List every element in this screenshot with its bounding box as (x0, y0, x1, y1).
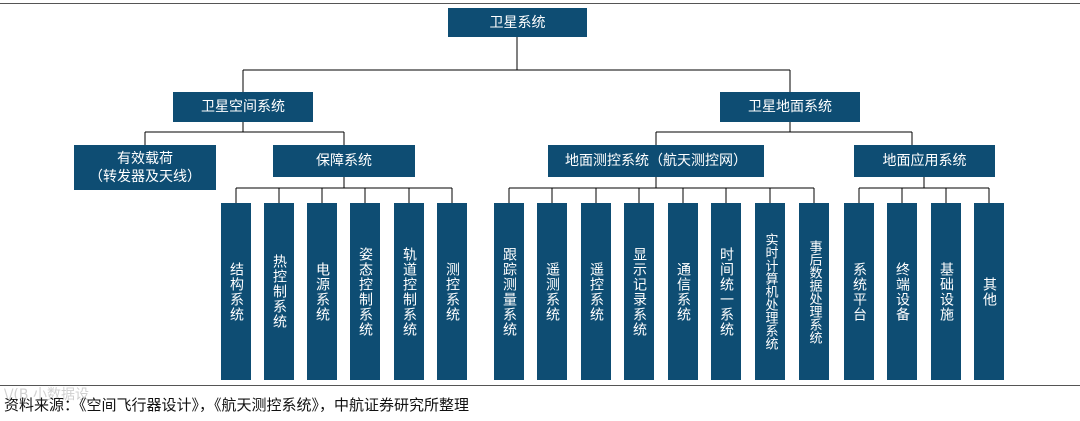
ttc-subsystem-node: 测控系统 (437, 203, 467, 380)
node-label: 轨道控制系统 (401, 246, 417, 337)
node-label: 姿态控制系统 (357, 246, 373, 337)
node-label: 显示记录系统 (631, 246, 647, 337)
attitude-control-system-node: 姿态控制系统 (350, 203, 380, 380)
power-system-node: 电源系统 (307, 203, 337, 380)
node-label: 时间统一系统 (718, 246, 734, 337)
node-label: 其他 (981, 276, 997, 307)
node-label: 电源系统 (314, 261, 330, 322)
watermark: \/(B 小数据设 (4, 387, 89, 403)
telecontrol-system-node: 遥控系统 (581, 203, 611, 380)
node-label: 结构系统 (228, 261, 244, 322)
others-node: 其他 (974, 203, 1004, 380)
communication-system-node: 通信系统 (668, 203, 698, 380)
satellite-ground-system-node: 卫星地面系统 (720, 92, 860, 122)
node-label: 事后数据处理系统 (806, 239, 822, 344)
node-label: 实时计算机处理系统 (762, 233, 778, 350)
ground-application-system-node: 地面应用系统 (854, 145, 995, 177)
node-label: 遥测系统 (544, 261, 560, 322)
node-label: 热控制系统 (271, 254, 287, 329)
node-label: 保障系统 (316, 153, 372, 169)
node-label: 地面应用系统 (882, 153, 967, 169)
node-label: 卫星空间系统 (201, 99, 285, 115)
realtime-computer-processing-system-node: 实时计算机处理系统 (755, 203, 785, 380)
satellite-space-system-node: 卫星空间系统 (173, 92, 313, 122)
node-label: 终端设备 (894, 261, 910, 322)
infrastructure-node: 基础设施 (931, 203, 961, 380)
top-rule (0, 3, 1080, 4)
node-label: 基础设施 (938, 261, 954, 322)
terminal-equipment-node: 终端设备 (887, 203, 917, 380)
display-record-system-node: 显示记录系统 (624, 203, 654, 380)
time-unification-system-node: 时间统一系统 (711, 203, 741, 380)
node-label: 系统平台 (851, 261, 867, 322)
node-label: 卫星地面系统 (748, 99, 832, 115)
payload-node: 有效载荷 （转发器及天线） (74, 145, 216, 190)
bottom-rule (0, 385, 1080, 386)
node-label: 测控系统 (444, 261, 460, 322)
post-data-processing-system-node: 事后数据处理系统 (799, 203, 829, 380)
ground-ttc-system-node: 地面测控系统（航天测控网） (548, 145, 764, 177)
thermal-control-system-node: 热控制系统 (264, 203, 294, 380)
orbit-control-system-node: 轨道控制系统 (394, 203, 424, 380)
node-label: 地面测控系统（航天测控网） (565, 153, 747, 169)
telemetry-system-node: 遥测系统 (537, 203, 567, 380)
tracking-measurement-system-node: 跟踪测量系统 (494, 203, 524, 380)
satellite-system-node: 卫星系统 (448, 8, 587, 37)
system-platform-node: 系统平台 (844, 203, 874, 380)
node-label-line1: 有效载荷 (117, 150, 173, 167)
structure-system-node: 结构系统 (221, 203, 251, 380)
node-label: 跟踪测量系统 (501, 246, 517, 337)
support-system-node: 保障系统 (273, 145, 415, 177)
node-label-line2: （转发器及天线） (89, 168, 201, 185)
node-label: 卫星系统 (489, 14, 546, 31)
node-label: 遥控系统 (588, 261, 604, 322)
source-note: 资料来源：《空间飞行器设计》，《航天测控系统》，中航证券研究所整理 (4, 396, 470, 414)
node-label: 通信系统 (675, 261, 691, 322)
